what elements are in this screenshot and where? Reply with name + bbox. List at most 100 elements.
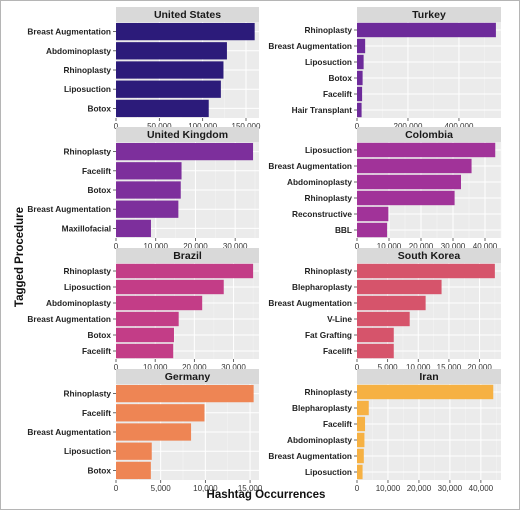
x-tick-label: 30,000	[221, 363, 246, 372]
panel-title: South Korea	[398, 250, 461, 262]
category-label: Liposuction	[305, 145, 352, 155]
bar	[116, 181, 181, 199]
category-label: Facelift	[82, 166, 111, 176]
panel-strip	[116, 369, 259, 384]
x-tick-label: 15,000	[437, 363, 462, 372]
category-label: Abdominoplasty	[287, 177, 352, 187]
x-tick-label: 50,000	[147, 122, 172, 131]
panel-strip	[357, 127, 501, 142]
category-label: Facelift	[323, 89, 352, 99]
bar	[357, 263, 495, 279]
panel-title: Germany	[165, 371, 211, 383]
category-label: Rhinoplasty	[305, 266, 353, 276]
category-label: V-Line	[327, 314, 352, 324]
category-label: Rhinoplasty	[64, 65, 112, 75]
x-tick-label: 5,000	[151, 484, 172, 493]
category-label: Breast Augmentation	[27, 27, 111, 37]
bar	[357, 400, 369, 416]
x-tick-label: 0	[355, 484, 360, 493]
x-tick-label: 5,000	[378, 363, 399, 372]
bar	[116, 42, 227, 60]
plot-background	[357, 22, 501, 118]
category-label: Rhinoplasty	[305, 193, 353, 203]
category-label: Breast Augmentation	[268, 298, 352, 308]
bar	[357, 416, 366, 432]
panel-united-states: United States 0 50,000 100,000 150,000 Breast…	[27, 7, 261, 131]
x-tick-label: 0	[355, 122, 360, 131]
x-tick-label: 0	[114, 363, 119, 372]
panel-title: Iran	[419, 371, 438, 383]
x-tick-label: 100,000	[188, 122, 217, 131]
x-tick-label: 20,000	[183, 242, 208, 251]
category-label: Breast Augmentation	[27, 314, 111, 324]
bar	[357, 86, 363, 102]
category-label: Breast Augmentation	[27, 204, 111, 214]
bar	[116, 384, 254, 403]
bar	[116, 200, 179, 218]
category-label: Liposuction	[64, 84, 111, 94]
bar	[357, 22, 496, 38]
bar	[357, 279, 442, 295]
bar	[357, 142, 496, 158]
bar	[116, 22, 255, 41]
plot-background	[357, 263, 501, 359]
x-tick-label: 0	[114, 242, 119, 251]
category-label: Liposuction	[64, 282, 111, 292]
category-label: Rhinoplasty	[64, 147, 112, 157]
panel-strip	[116, 248, 259, 263]
category-label: Liposuction	[64, 446, 111, 456]
x-tick-label: 40,000	[473, 242, 498, 251]
bar	[116, 343, 174, 359]
plot-background	[116, 263, 259, 359]
category-label: Botox	[328, 73, 352, 83]
category-label: Facelift	[82, 408, 111, 418]
bar	[357, 174, 461, 190]
category-label: Abdominoplasty	[287, 435, 352, 445]
x-tick-label: 10,000	[143, 363, 168, 372]
bar	[357, 158, 472, 174]
category-label: Abdominoplasty	[46, 298, 111, 308]
bar	[357, 327, 394, 343]
panel-united-kingdom: United Kingdom 0 10,000 20,000 30,000 Rhinopl…	[27, 127, 259, 251]
bar	[116, 61, 224, 79]
bar	[116, 461, 151, 480]
plot-background	[357, 142, 501, 238]
bar	[357, 464, 363, 480]
bar	[357, 384, 494, 400]
x-tick-label: 30,000	[438, 484, 463, 493]
category-label: Fat Grafting	[305, 330, 352, 340]
bar	[116, 442, 152, 460]
x-tick-label: 20,000	[467, 363, 492, 372]
category-label: Breast Augmentation	[27, 427, 111, 437]
panel-title: United Kingdom	[147, 129, 228, 141]
category-label: Facelift	[323, 346, 352, 356]
bar	[357, 70, 363, 86]
category-label: Rhinoplasty	[64, 266, 112, 276]
bar	[116, 311, 179, 327]
x-axis-title: Hashtag Occurrences	[207, 489, 326, 501]
panel-turkey: Turkey 0 200,000 400,000 Rhinoplasty Breast A…	[268, 7, 501, 131]
category-label: Breast Augmentation	[268, 161, 352, 171]
category-label: Breast Augmentation	[268, 451, 352, 461]
category-label: Reconstructive	[292, 209, 352, 219]
x-tick-label: 10,000	[193, 484, 218, 493]
bar	[357, 206, 389, 222]
category-label: Liposuction	[305, 467, 352, 477]
x-tick-label: 0	[355, 363, 360, 372]
x-tick-label: 10,000	[377, 242, 402, 251]
category-label: Abdominoplasty	[46, 46, 111, 56]
x-tick-label: 10,000	[406, 363, 431, 372]
bar	[116, 219, 151, 238]
bar	[116, 327, 174, 343]
panel-title: Brazil	[173, 250, 202, 262]
category-label: Rhinoplasty	[305, 25, 353, 35]
x-tick-label: 20,000	[407, 484, 432, 493]
x-tick-label: 40,000	[469, 484, 494, 493]
bar	[357, 102, 362, 118]
bar	[116, 99, 209, 118]
category-label: Facelift	[323, 419, 352, 429]
category-label: Maxillofacial	[62, 223, 111, 233]
x-tick-label: 0	[355, 242, 360, 251]
